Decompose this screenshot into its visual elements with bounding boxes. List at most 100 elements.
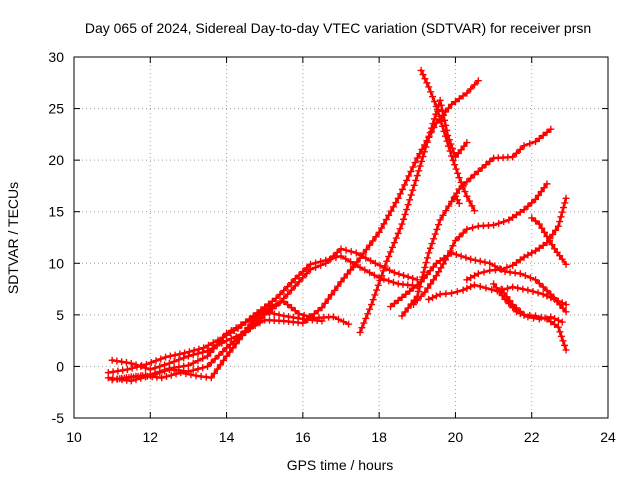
data-point — [366, 269, 374, 277]
data-point — [162, 353, 170, 361]
data-point — [497, 285, 505, 293]
data-point — [539, 283, 547, 291]
data-point — [558, 299, 566, 307]
data-point — [459, 286, 467, 294]
data-point — [445, 104, 453, 112]
data-point — [429, 276, 437, 284]
data-point — [532, 138, 540, 146]
data-point — [528, 199, 536, 207]
data-point — [435, 268, 443, 276]
data-point — [156, 368, 164, 376]
data-point — [537, 313, 545, 321]
data-point — [421, 288, 429, 296]
data-point — [512, 149, 520, 157]
data-point — [422, 143, 430, 151]
data-point — [337, 245, 345, 253]
data-point — [284, 301, 292, 309]
data-point — [396, 225, 404, 233]
data-point — [216, 361, 224, 369]
data-point — [433, 225, 441, 233]
data-point — [448, 197, 456, 205]
data-point — [453, 189, 461, 197]
data-point — [413, 281, 421, 289]
data-point — [440, 127, 448, 135]
data-point — [543, 180, 551, 188]
data-point — [402, 290, 410, 298]
data-point — [471, 272, 478, 280]
data-point — [488, 286, 496, 294]
data-point — [213, 365, 221, 373]
data-point — [426, 244, 434, 252]
data-point — [486, 259, 494, 267]
y-tick-label: 20 — [48, 152, 64, 168]
data-point — [387, 303, 395, 311]
data-point — [463, 225, 471, 233]
data-point — [337, 278, 345, 286]
data-point — [318, 317, 326, 325]
data-point — [211, 355, 219, 363]
data-point — [503, 263, 511, 271]
data-point — [182, 370, 190, 378]
data-point — [455, 95, 463, 103]
data-point — [444, 252, 452, 260]
data-point — [400, 215, 408, 223]
data-point — [562, 260, 570, 268]
data-point — [552, 226, 560, 234]
data-point — [451, 98, 459, 106]
data-point — [318, 304, 326, 312]
data-point — [424, 284, 432, 292]
data-point — [232, 340, 240, 348]
data-point — [471, 256, 479, 264]
data-point — [238, 331, 246, 339]
data-point — [119, 366, 127, 374]
data-point — [423, 79, 431, 87]
data-point — [180, 362, 188, 370]
data-point — [516, 145, 524, 153]
data-point — [443, 137, 451, 145]
data-point — [235, 336, 243, 344]
data-point — [229, 344, 237, 352]
data-point — [543, 128, 551, 136]
data-point — [471, 207, 478, 215]
data-point — [280, 297, 288, 305]
data-point — [162, 372, 170, 380]
data-point — [194, 350, 202, 358]
data-point — [554, 297, 562, 305]
chart-title: Day 065 of 2024, Sidereal Day-to-day VTE… — [85, 20, 591, 36]
data-point — [398, 293, 406, 301]
data-point — [176, 350, 184, 358]
data-point — [123, 366, 131, 374]
data-point — [478, 164, 486, 172]
data-point — [448, 289, 456, 297]
data-point — [425, 295, 433, 303]
data-point — [204, 341, 212, 349]
data-point — [329, 252, 337, 260]
data-point — [452, 251, 460, 259]
y-tick-label: 15 — [48, 204, 64, 220]
y-tick-label: 5 — [56, 307, 64, 323]
data-point — [432, 292, 440, 300]
data-point — [528, 214, 536, 222]
data-point — [242, 327, 250, 335]
data-point — [421, 263, 429, 271]
data-point — [295, 271, 303, 279]
data-point — [430, 115, 438, 123]
x-tick-label: 10 — [66, 429, 82, 445]
data-point — [543, 232, 551, 240]
x-tick-label: 24 — [600, 429, 616, 445]
data-point — [459, 229, 467, 237]
data-point — [509, 283, 517, 291]
data-point — [256, 310, 264, 318]
data-point — [223, 352, 231, 360]
data-point — [457, 146, 465, 154]
data-point — [446, 147, 454, 155]
data-point — [554, 222, 562, 230]
data-point — [280, 287, 288, 295]
data-point — [371, 259, 379, 267]
data-point — [463, 139, 471, 147]
data-point — [180, 354, 188, 362]
data-point — [317, 261, 325, 269]
data-point — [381, 262, 389, 270]
data-point — [251, 322, 259, 330]
